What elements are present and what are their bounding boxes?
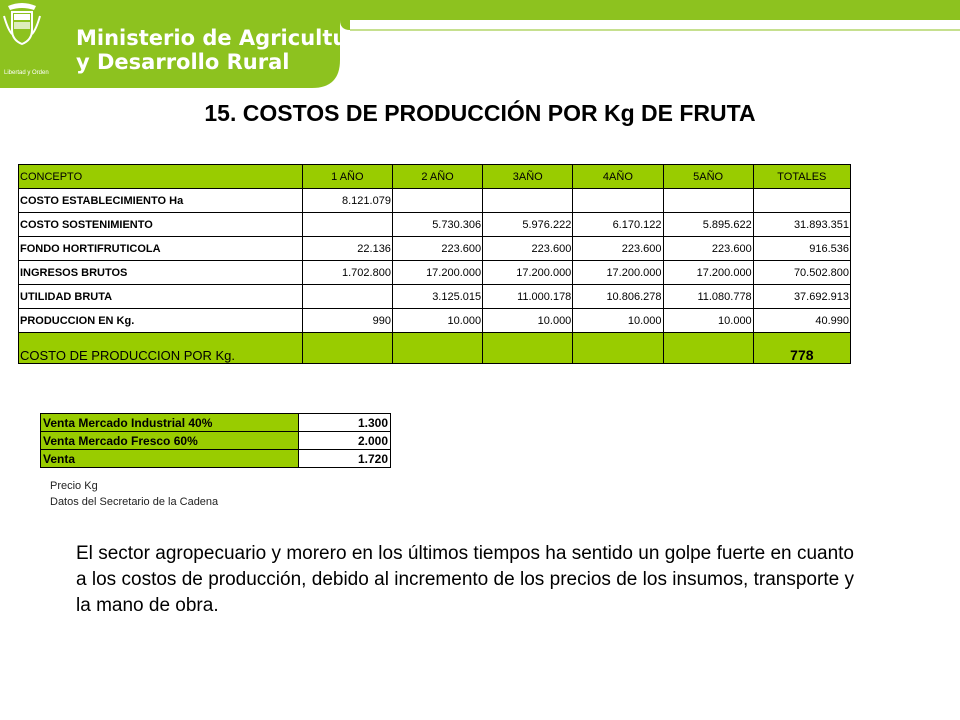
table-cell: 70.502.800 (752, 260, 852, 285)
table-cell: 31.893.351 (752, 212, 852, 237)
table-cell (301, 212, 393, 237)
sales-label: Venta Mercado Industrial 40% (40, 413, 299, 432)
table-cell: 40.990 (752, 308, 852, 333)
table-header-row: CONCEPTO 1 AÑO 2 AÑO 3AÑO 4AÑO 5AÑO TOTA… (18, 164, 852, 189)
table-cell: 22.136 (301, 236, 393, 261)
table-cell: 37.692.913 (752, 284, 852, 309)
table-row: COSTO SOSTENIMIENTO 5.730.306 5.976.222 … (18, 212, 852, 237)
table-cell: 1.702.800 (301, 260, 393, 285)
table-cell: 10.000 (482, 308, 574, 333)
table-cell: 223.600 (572, 236, 664, 261)
table-row: FONDO HORTIFRUTICOLA 22.136 223.600 223.… (18, 236, 852, 261)
row-label: PRODUCCION EN Kg. (18, 308, 303, 333)
table-cell (391, 332, 484, 364)
table-cell: 223.600 (482, 236, 574, 261)
table-cell (662, 188, 754, 213)
table-cell: 223.600 (662, 236, 754, 261)
sales-value: 1.720 (298, 449, 391, 468)
header-cell: 1 AÑO (301, 164, 393, 189)
header-cell: 4AÑO (572, 164, 664, 189)
header-cell: 5AÑO (662, 164, 754, 189)
header-cell: 2 AÑO (391, 164, 484, 189)
table-row: Venta Mercado Industrial 40% 1.300 (40, 413, 391, 432)
table-cell: 5.895.622 (662, 212, 754, 237)
body-paragraph: El sector agropecuario y morero en los ú… (76, 543, 854, 616)
table-cell: 223.600 (391, 236, 484, 261)
sales-label: Venta (40, 449, 299, 468)
table-row: Venta Mercado Fresco 60% 2.000 (40, 431, 391, 450)
ministry-line-2: y Desarrollo Rural (76, 50, 290, 74)
banner-shape (0, 0, 960, 88)
table-cell: 11.080.778 (662, 284, 754, 309)
table-cell: 10.806.278 (572, 284, 664, 309)
table-cell: 8.121.079 (301, 188, 393, 213)
header-cell: TOTALES (752, 164, 852, 189)
row-label: UTILIDAD BRUTA (18, 284, 303, 309)
header-cell: CONCEPTO (18, 164, 303, 189)
table-cell (482, 332, 574, 364)
table-row: COSTO ESTABLECIMIENTO Ha 8.121.079 (18, 188, 852, 213)
table-cell (482, 188, 574, 213)
table-cell (752, 188, 852, 213)
cost-per-kg-row: COSTO DE PRODUCCION POR Kg. 778 (18, 332, 852, 364)
cost-per-kg-value: 778 (752, 332, 852, 364)
page-title: 15. COSTOS DE PRODUCCIÓN POR Kg DE FRUTA (204, 100, 756, 126)
table-cell (301, 284, 393, 309)
note-price: Precio Kg (50, 480, 98, 492)
sales-value: 2.000 (298, 431, 391, 450)
row-label: FONDO HORTIFRUTICOLA (18, 236, 303, 261)
costs-table: CONCEPTO 1 AÑO 2 AÑO 3AÑO 4AÑO 5AÑO TOTA… (18, 164, 852, 364)
table-cell (662, 332, 754, 364)
table-cell: 17.200.000 (572, 260, 664, 285)
sales-label: Venta Mercado Fresco 60% (40, 431, 299, 450)
header-cell: 3AÑO (482, 164, 574, 189)
table-cell: 3.125.015 (391, 284, 484, 309)
table-row: PRODUCCION EN Kg. 990 10.000 10.000 10.0… (18, 308, 852, 333)
table-row: Venta 1.720 (40, 449, 391, 468)
row-label: COSTO DE PRODUCCION POR Kg. (18, 332, 303, 364)
table-cell: 10.000 (391, 308, 484, 333)
table-cell: 17.200.000 (662, 260, 754, 285)
row-label: COSTO ESTABLECIMIENTO Ha (18, 188, 303, 213)
table-cell (572, 332, 664, 364)
sales-value: 1.300 (298, 413, 391, 432)
table-cell: 11.000.178 (482, 284, 574, 309)
table-cell: 990 (301, 308, 393, 333)
table-cell: 6.170.122 (572, 212, 664, 237)
table-cell: 5.976.222 (482, 212, 574, 237)
table-cell: 916.536 (752, 236, 852, 261)
table-cell (391, 188, 484, 213)
table-cell: 17.200.000 (482, 260, 574, 285)
table-row: INGRESOS BRUTOS 1.702.800 17.200.000 17.… (18, 260, 852, 285)
ministry-line-1: Ministerio de Agricultura (76, 26, 372, 50)
header-banner: Libertad y Orden Ministerio de Agricultu… (0, 0, 960, 92)
colombia-crest-icon (3, 3, 41, 46)
table-row: UTILIDAD BRUTA 3.125.015 11.000.178 10.8… (18, 284, 852, 309)
table-cell: 5.730.306 (391, 212, 484, 237)
row-label: INGRESOS BRUTOS (18, 260, 303, 285)
note-source: Datos del Secretario de la Cadena (50, 496, 219, 508)
table-cell: 10.000 (572, 308, 664, 333)
sales-price-table: Venta Mercado Industrial 40% 1.300 Venta… (40, 413, 391, 468)
table-cell: 17.200.000 (391, 260, 484, 285)
table-cell: 10.000 (662, 308, 754, 333)
ministry-name: Ministerio de Agricultura y Desarrollo R… (76, 26, 372, 74)
table-cell (301, 332, 393, 364)
table-cell (572, 188, 664, 213)
crest-motto: Libertad y Orden (4, 70, 49, 76)
row-label: COSTO SOSTENIMIENTO (18, 212, 303, 237)
